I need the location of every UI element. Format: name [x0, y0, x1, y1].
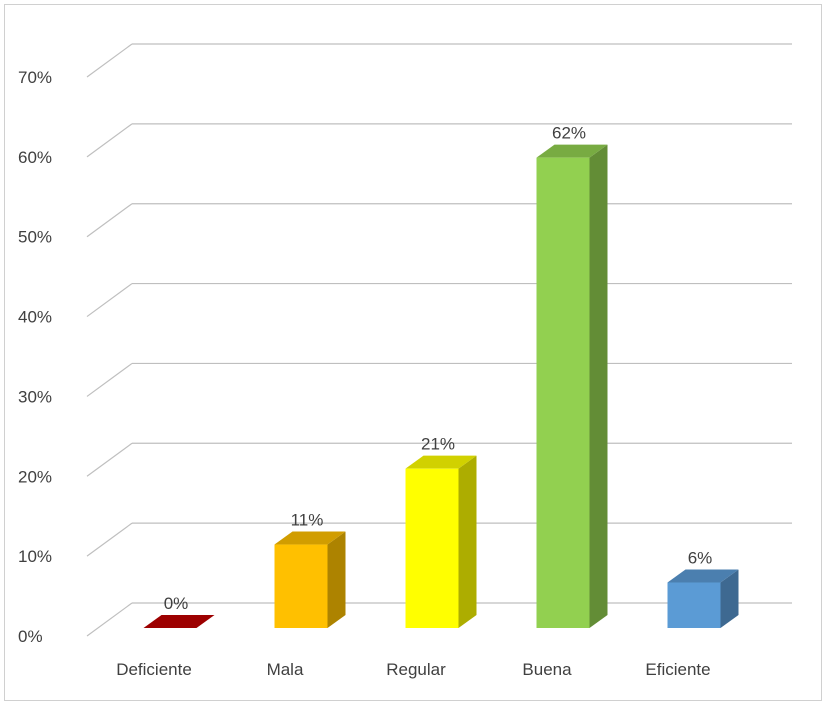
y-tick-label: 70%: [18, 68, 52, 87]
x-tick-label: Buena: [522, 660, 572, 679]
bar: [274, 544, 328, 628]
x-tick-label: Eficiente: [645, 660, 710, 679]
bar-top: [274, 531, 346, 545]
x-tick-label: Deficiente: [116, 660, 192, 679]
bar: [536, 157, 590, 629]
bar-side: [327, 531, 346, 628]
bar: [667, 582, 721, 628]
gridline-depth: [86, 43, 133, 78]
y-tick-label: 50%: [18, 228, 52, 247]
data-label: 0%: [164, 594, 189, 613]
bar-top: [536, 144, 608, 158]
bar-top: [405, 455, 477, 469]
y-tick-label: 10%: [18, 547, 52, 566]
gridline-depth: [86, 522, 133, 557]
gridline-depth: [86, 362, 133, 397]
y-tick-label: 20%: [18, 467, 52, 486]
gridline-depth: [86, 123, 133, 158]
gridline-depth: [86, 442, 133, 477]
bar-top: [667, 569, 739, 583]
data-label: 21%: [421, 435, 455, 454]
bar-side: [720, 569, 739, 628]
y-tick-label: 0%: [18, 627, 43, 646]
bar-side: [458, 455, 477, 628]
y-tick-label: 40%: [18, 308, 52, 327]
y-tick-label: 30%: [18, 387, 52, 406]
x-tick-label: Regular: [386, 660, 446, 679]
y-tick-label: 60%: [18, 148, 52, 167]
data-label: 62%: [552, 124, 586, 143]
gridline-depth: [86, 283, 133, 318]
x-tick-label: Mala: [267, 660, 304, 679]
bar-side: [589, 144, 608, 629]
chart-frame: [4, 4, 822, 701]
bar: [405, 468, 459, 628]
bar-top: [143, 615, 215, 628]
gridline-depth: [86, 203, 133, 238]
gridline-depth: [86, 602, 133, 637]
data-label: 11%: [291, 511, 324, 530]
data-label: 6%: [688, 548, 713, 567]
